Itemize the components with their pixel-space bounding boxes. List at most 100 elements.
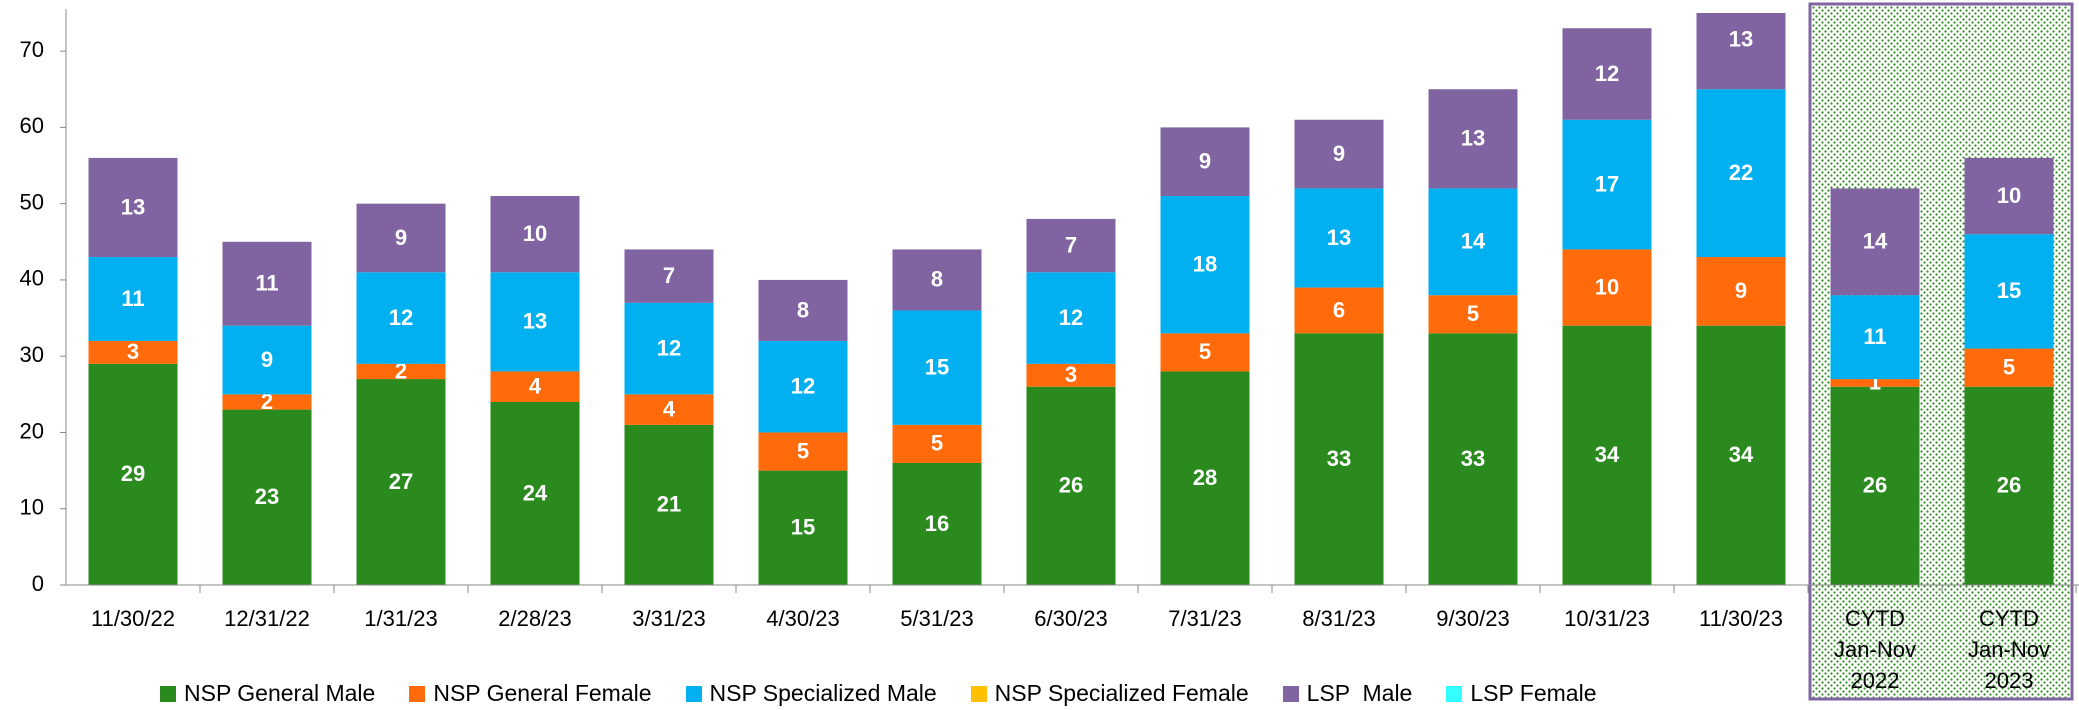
bar-segment <box>1160 196 1250 334</box>
x-tick-label: 11/30/23 <box>1698 606 1783 631</box>
bar-segment <box>624 394 714 425</box>
data-label: 11 <box>121 286 144 311</box>
bar-segment <box>88 363 178 585</box>
x-tick-label: 12/31/22 <box>224 606 310 631</box>
data-label: 9 <box>395 225 407 250</box>
data-label: 13 <box>121 194 145 219</box>
x-tick-label: 5/31/23 <box>900 606 974 631</box>
bar-segment <box>1428 333 1518 585</box>
bar-segment <box>1428 89 1518 189</box>
x-tick-label: CYTD Jan-Nov 2022 <box>1834 606 1916 693</box>
legend-label: NSP General Female <box>433 680 652 706</box>
bar-segment <box>892 310 982 425</box>
y-tick-label: 50 <box>20 189 44 214</box>
bar-segment <box>88 157 178 258</box>
data-label: 11 <box>1863 324 1886 349</box>
bar-segment <box>1830 188 1920 296</box>
data-label: 5 <box>931 431 943 456</box>
data-label: 28 <box>1193 465 1217 490</box>
bar-segment <box>1696 13 1786 90</box>
bar-segment <box>892 424 982 463</box>
legend-item: LSP Female <box>1446 680 1597 707</box>
bar-segment <box>88 257 178 341</box>
data-label: 17 <box>1595 171 1619 196</box>
legend-swatch <box>970 685 987 702</box>
data-label: 12 <box>1059 305 1083 330</box>
data-label: 11 <box>255 271 278 296</box>
data-label: 2 <box>395 358 407 383</box>
data-label: 13 <box>1729 27 1753 52</box>
data-label: 10 <box>1595 274 1619 299</box>
data-label: 15 <box>791 515 815 540</box>
y-tick-label: 10 <box>20 495 44 520</box>
data-label: 15 <box>1997 278 2021 303</box>
y-tick-label: 30 <box>20 342 44 367</box>
bar-segment <box>892 249 982 311</box>
bar-segment <box>758 279 848 341</box>
bar-segment <box>758 432 848 471</box>
legend-item: NSP General Male <box>160 680 375 707</box>
data-label: 29 <box>121 461 145 486</box>
legend-swatch <box>409 685 426 702</box>
data-label: 12 <box>1595 61 1619 86</box>
bar-segment <box>1294 287 1384 334</box>
data-label: 9 <box>1333 141 1345 166</box>
data-label: 5 <box>2003 354 2015 379</box>
bar-segment <box>490 196 580 273</box>
x-tick-label: 10/31/23 <box>1564 606 1650 631</box>
legend-item: NSP Specialized Male <box>685 680 937 707</box>
data-label: 21 <box>657 492 681 517</box>
bar-segment <box>1696 325 1786 585</box>
x-tick-label: 3/31/23 <box>632 606 706 631</box>
data-label: 33 <box>1327 446 1351 471</box>
bar-segment <box>1026 363 1116 387</box>
bar-segment <box>1696 89 1786 258</box>
y-tick-label: 0 <box>32 571 44 596</box>
bar-segment <box>356 379 446 585</box>
y-tick-label: 70 <box>20 37 44 62</box>
legend-label: LSP Female <box>1470 680 1597 706</box>
data-label: 5 <box>1199 339 1211 364</box>
bar-segment <box>1964 348 2054 387</box>
bar-segment <box>1562 28 1652 120</box>
bar-segment <box>356 272 446 364</box>
bar-segment <box>1160 371 1250 585</box>
x-tick-label: 1/31/23 <box>364 606 438 631</box>
bar-segment <box>222 241 312 326</box>
data-label: 8 <box>931 267 943 292</box>
data-label: 9 <box>1199 149 1211 174</box>
bar-segment <box>758 470 848 585</box>
bar-segment <box>1830 379 1920 387</box>
legend-item: NSP General Female <box>409 680 652 707</box>
x-tick-label: 2/28/23 <box>498 606 572 631</box>
bar-segment <box>1428 188 1518 296</box>
legend-item: NSP Specialized Female <box>970 680 1249 707</box>
y-tick-label: 60 <box>20 113 44 138</box>
bar-segment <box>624 249 714 303</box>
bar-segment <box>1026 218 1116 273</box>
data-label: 10 <box>523 221 547 246</box>
y-tick-label: 40 <box>20 266 44 291</box>
legend-label: LSP Male <box>1306 680 1413 706</box>
data-label: 5 <box>1467 301 1479 326</box>
legend-item: LSP Male <box>1282 680 1413 707</box>
x-tick-label: 7/31/23 <box>1168 606 1242 631</box>
bar-segment <box>892 462 982 585</box>
data-label: 9 <box>1735 278 1747 303</box>
bar-segment <box>88 340 178 364</box>
data-label: 14 <box>1863 229 1888 254</box>
data-label: 23 <box>255 484 279 509</box>
legend-swatch <box>1446 685 1463 702</box>
bar-segment <box>758 340 848 433</box>
bar-segment <box>356 203 446 273</box>
data-label: 24 <box>523 480 548 505</box>
x-tick-label: 6/30/23 <box>1034 606 1108 631</box>
bar-segment <box>1562 325 1652 585</box>
data-label: 33 <box>1461 446 1485 471</box>
data-label: 14 <box>1461 229 1486 254</box>
data-label: 5 <box>797 438 809 463</box>
bar-segment <box>1294 333 1384 585</box>
data-label: 13 <box>523 309 547 334</box>
data-label: 16 <box>925 511 949 536</box>
